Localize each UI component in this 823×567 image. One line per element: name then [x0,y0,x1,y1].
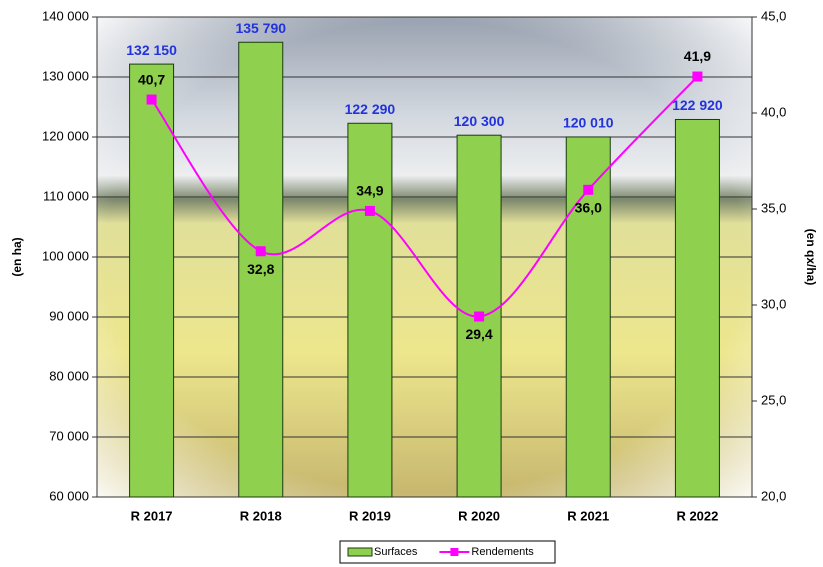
y-tick-label: 140 000 [42,8,89,23]
bar-value-label: 120 300 [454,113,505,129]
legend-label: Rendements [471,546,534,558]
line [150,75,699,318]
bar [347,122,393,498]
x-tick-label: R 2021 [567,508,609,523]
legend-swatch [347,547,373,557]
line-marker [692,71,703,82]
line-value-label: 29,4 [465,326,492,342]
y-axis-label: (en ha) [10,237,24,276]
bar [129,63,175,498]
bar [674,118,720,498]
legend-label: Surfaces [374,546,418,558]
y2-tick-label: 25,0 [761,392,786,407]
y-tick-label: 80 000 [49,368,89,383]
line-value-label: 41,9 [684,48,711,64]
bar-value-label: 122 920 [672,97,723,113]
line-marker [474,311,485,322]
line-marker [583,184,594,195]
line-value-label: 40,7 [138,71,165,87]
bar-value-label: 135 790 [235,20,286,36]
line-value-label: 36,0 [575,200,602,216]
bar [238,41,284,498]
y-tick-label: 60 000 [49,488,89,503]
legend-marker [450,548,459,556]
y2-tick-label: 35,0 [761,200,786,215]
y-tick-label: 130 000 [42,68,89,83]
bar [565,136,611,498]
bar-value-label: 120 010 [563,115,614,131]
bar-value-label: 132 150 [126,42,177,58]
line-marker [364,205,375,216]
x-tick-label: R 2022 [676,508,718,523]
y-tick-label: 100 000 [42,248,89,263]
line-value-label: 32,8 [247,261,274,277]
y-tick-label: 120 000 [42,128,89,143]
y-tick-label: 70 000 [49,428,89,443]
y2-tick-label: 45,0 [761,8,786,23]
bar-value-label: 122 290 [345,101,396,117]
x-tick-label: R 2020 [458,508,500,523]
y2-axis-label: (en qx/ha) [804,229,818,286]
x-tick-label: R 2019 [349,508,391,523]
line-value-label: 34,9 [356,183,383,199]
x-tick-label: R 2017 [131,508,173,523]
line-marker [255,246,266,257]
y2-tick-label: 40,0 [761,104,786,119]
y-tick-label: 90 000 [49,308,89,323]
y2-tick-label: 30,0 [761,296,786,311]
x-tick-label: R 2018 [240,508,282,523]
y-tick-label: 110 000 [43,188,89,203]
y2-tick-label: 20,0 [761,488,786,503]
line-marker [146,94,157,105]
